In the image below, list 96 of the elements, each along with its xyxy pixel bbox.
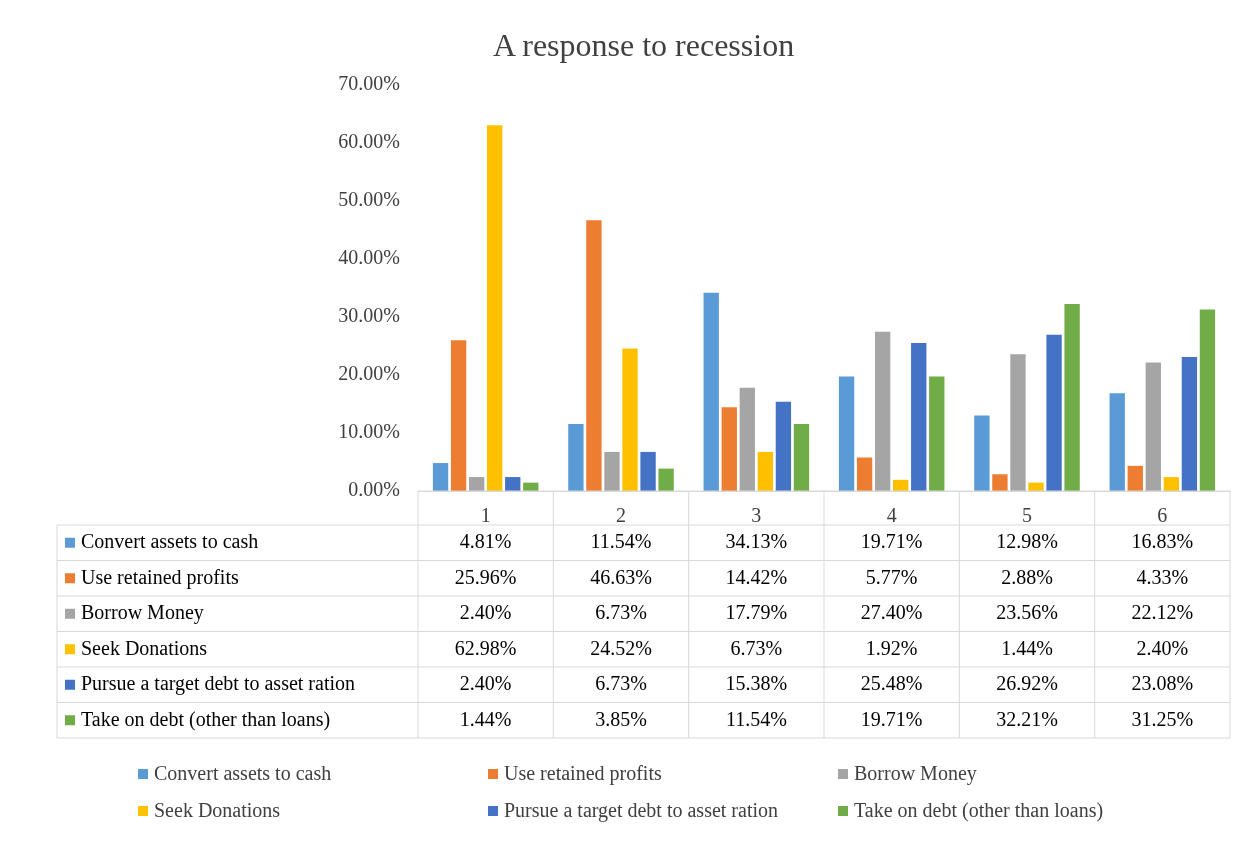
data-label: 25.48%: [860, 672, 923, 694]
data-label: 12.98%: [996, 530, 1058, 552]
bar: [1145, 362, 1161, 491]
data-label: 23.08%: [1131, 672, 1194, 694]
text: Borrow Money: [81, 601, 204, 623]
bar: [874, 331, 891, 491]
data-label: 32.21%: [996, 707, 1058, 730]
text: Convert assets to cash: [154, 762, 332, 784]
data-label: 2.40%: [459, 672, 512, 694]
bar: [432, 463, 449, 491]
data-label: 15.38%: [725, 672, 788, 694]
bar: [1199, 309, 1216, 491]
bar: [1064, 303, 1080, 491]
bar: [974, 415, 990, 491]
text: Pursue a target debt to asset ration: [504, 799, 779, 821]
y-tick-label: 10.00%: [338, 420, 400, 443]
bar: [640, 451, 656, 491]
legend-label: Seek Donations: [81, 636, 208, 659]
bar: [568, 423, 584, 491]
data-label: 11.54%: [590, 530, 652, 552]
y-tick-label: 30.00%: [338, 303, 400, 326]
data-label: 6.73%: [595, 601, 647, 623]
data-label: 27.40%: [860, 601, 923, 623]
legend-label: Take on debt (other than loans): [81, 707, 331, 731]
x-tick-label: 6: [1157, 504, 1168, 527]
data-label: 1.44%: [1001, 636, 1053, 659]
x-tick-label: 1: [480, 504, 491, 527]
bar: [604, 451, 620, 491]
data-label: 4.33%: [1136, 565, 1189, 588]
data-label: 4.81%: [459, 530, 512, 552]
bar: [658, 468, 674, 491]
bar: [622, 348, 638, 491]
x-tick-label: 3: [751, 504, 762, 527]
data-label: 17.79%: [725, 601, 788, 623]
data-label: 16.83%: [1131, 530, 1194, 552]
bar: [929, 376, 945, 491]
bar: [1010, 354, 1026, 491]
bar: [1127, 465, 1143, 491]
data-label: 62.98%: [454, 636, 517, 659]
data-label: 24.52%: [590, 636, 652, 659]
data-label: 22.12%: [1131, 601, 1194, 623]
data-label: 34.13%: [725, 530, 788, 552]
bar: [775, 401, 792, 491]
bar: [505, 477, 521, 491]
data-label: 19.71%: [860, 707, 923, 730]
data-label: 14.42%: [725, 565, 788, 588]
y-tick-label: 70.00%: [338, 71, 400, 94]
bar: [703, 292, 719, 491]
data-label: 6.73%: [730, 636, 783, 659]
text: Use retained profits: [504, 762, 662, 784]
bar: [911, 343, 927, 491]
data-label: 1.92%: [865, 636, 918, 659]
legend-label: Pursue a target debt to asset ration: [81, 672, 356, 695]
bar: [1046, 334, 1062, 491]
text: Seek Donations: [154, 799, 281, 821]
legend-label: Convert assets to cash: [81, 530, 259, 552]
data-label: 1.44%: [459, 707, 512, 730]
legend-label: Use retained profits: [81, 565, 239, 589]
bar: [487, 125, 503, 491]
data-label: 19.71%: [860, 530, 923, 552]
bar: [450, 340, 467, 491]
x-tick-label: 5: [1022, 504, 1032, 527]
bar: [757, 451, 774, 491]
data-label: 2.88%: [1001, 565, 1053, 588]
bar: [992, 474, 1008, 491]
bar: [1181, 356, 1198, 491]
bar: [721, 407, 737, 491]
y-tick-label: 20.00%: [338, 362, 400, 385]
data-label: 3.85%: [595, 707, 647, 730]
data-label: 2.40%: [459, 601, 512, 623]
text: Take on debt (other than loans): [854, 799, 1104, 821]
y-tick-label: 60.00%: [338, 129, 400, 152]
data-label: 2.40%: [1136, 636, 1189, 659]
bar: [1109, 393, 1125, 491]
data-label: 46.63%: [590, 565, 652, 588]
y-tick-label: 0.00%: [348, 478, 400, 501]
y-tick-label: 40.00%: [338, 245, 400, 268]
bar: [1163, 477, 1180, 491]
data-label: 23.56%: [996, 601, 1058, 623]
data-label: 6.73%: [595, 672, 647, 694]
data-label: 11.54%: [725, 707, 787, 730]
bar: [838, 376, 855, 491]
bar: [586, 220, 602, 491]
bar: [856, 457, 873, 491]
chart-title: A response to recession: [492, 26, 795, 63]
data-label: 5.77%: [865, 565, 918, 588]
x-tick-label: 2: [616, 504, 626, 527]
bar: [793, 423, 810, 491]
data-label: 31.25%: [1131, 707, 1194, 730]
legend-label: Borrow Money: [854, 762, 977, 785]
bar: [468, 477, 485, 491]
data-label: 25.96%: [454, 565, 517, 588]
x-tick-label: 4: [886, 504, 897, 527]
data-label: 26.92%: [996, 672, 1058, 694]
y-tick-label: 50.00%: [338, 187, 400, 210]
bar: [739, 387, 755, 491]
